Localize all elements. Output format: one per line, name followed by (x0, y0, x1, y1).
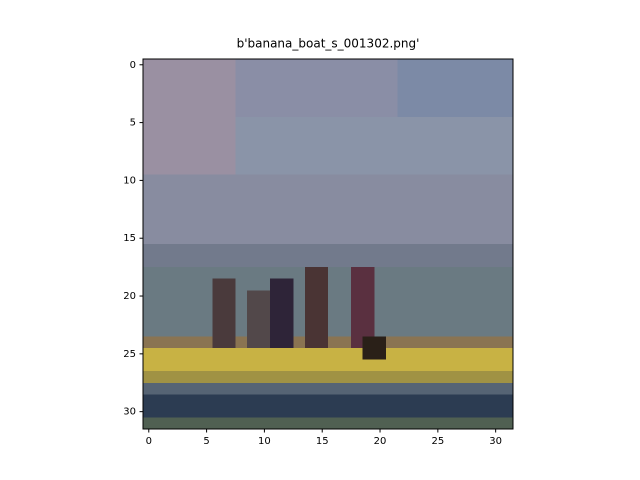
image-region (143, 348, 513, 372)
x-tick-label: 30 (489, 436, 502, 447)
image-region (362, 336, 386, 360)
image-region (270, 278, 294, 349)
image (143, 59, 513, 429)
y-tick-label: 30 (123, 407, 136, 418)
y-tick-label: 5 (130, 118, 136, 129)
image-region (304, 267, 328, 349)
image-region (351, 267, 375, 349)
x-tick-label: 0 (146, 436, 152, 447)
y-tick-label: 10 (123, 175, 136, 186)
x-tick-label: 20 (374, 436, 387, 447)
x-tick-label: 5 (203, 436, 209, 447)
image-region (143, 174, 513, 244)
image-region (143, 382, 513, 395)
y-tick-label: 15 (123, 233, 136, 244)
x-tick-label: 15 (316, 436, 329, 447)
image-region (143, 417, 513, 429)
image-region (143, 394, 513, 418)
y-tick-label: 25 (123, 349, 136, 360)
image-region (247, 290, 271, 349)
axes-frame (142, 58, 514, 430)
image-region (235, 116, 513, 175)
x-tick-label: 10 (258, 436, 271, 447)
chart-title: b'banana_boat_s_001302.png' (237, 37, 420, 51)
image-region (143, 244, 513, 268)
x-tick-label: 25 (431, 436, 444, 447)
image-region (212, 278, 236, 349)
y-tick-label: 0 (130, 60, 136, 71)
image-region (143, 59, 236, 175)
image-region (143, 371, 513, 383)
y-tick-label: 20 (123, 291, 136, 302)
